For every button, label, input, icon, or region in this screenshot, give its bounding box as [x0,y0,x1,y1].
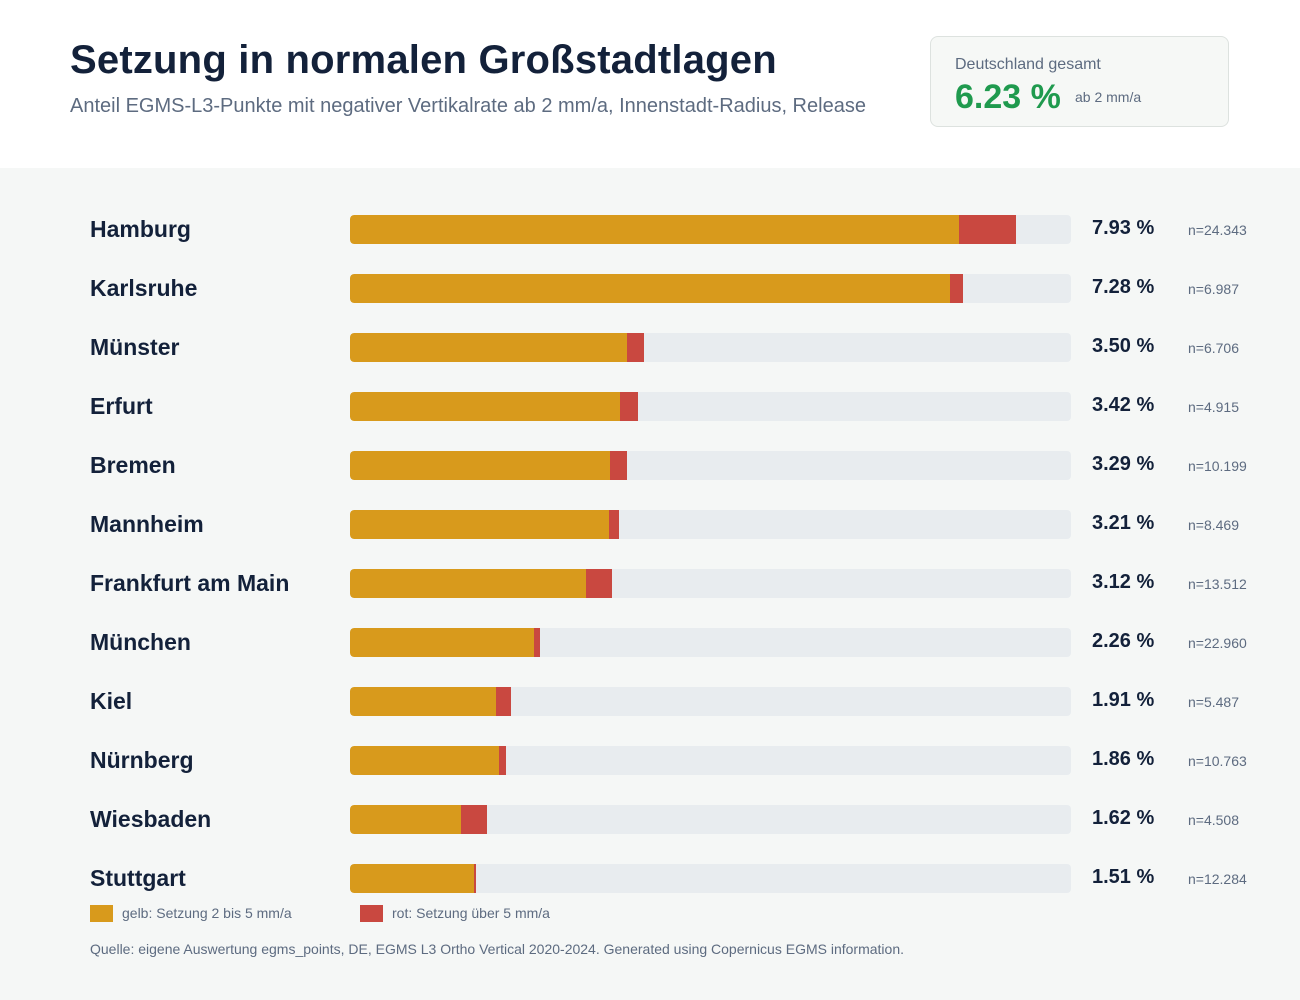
bar-segment-red [498,746,506,775]
bar-segment-red [627,333,645,362]
bar-track [350,510,1071,539]
bar-row: Bremen 3.29 % n=10.199 [0,446,1300,486]
summary-value: 6.23 % [955,78,1061,116]
bar-segment-yellow [350,392,621,421]
category-label: Bremen [90,452,176,478]
category-label: Hamburg [90,216,191,242]
bar-track [350,864,1071,893]
sample-size-label: n=24.343 [1188,222,1247,238]
bar-track [350,687,1071,716]
bar-segment-red [620,392,639,421]
category-label: Nürnberg [90,747,194,773]
sample-size-label: n=4.915 [1188,399,1239,415]
bar-segment-yellow [350,274,950,303]
sample-size-label: n=6.706 [1188,340,1239,356]
bar-track [350,215,1071,244]
category-label: München [90,629,191,655]
total-label: 3.50 % [1092,335,1155,357]
category-label: Mannheim [90,511,204,537]
bar-segment-red [958,215,1017,244]
bar-row: Stuttgart 1.51 % n=12.284 [0,859,1300,899]
total-label: 2.26 % [1092,630,1155,652]
bar-segment-yellow [350,333,628,362]
category-label: Frankfurt am Main [90,570,290,596]
bar-segment-yellow [350,569,587,598]
sample-size-label: n=13.512 [1188,576,1247,592]
bar-track [350,274,1071,303]
chart-title: Setzung in normalen Großstadtlagen [70,38,777,82]
bar-row: Erfurt 3.42 % n=4.915 [0,387,1300,427]
sample-size-label: n=10.763 [1188,753,1247,769]
bar-track [350,805,1071,834]
bar-track [350,569,1071,598]
bar-row: Nürnberg 1.86 % n=10.763 [0,741,1300,781]
bar-segment-red [460,805,488,834]
source-note: Quelle: eigene Auswertung egms_points, D… [90,941,904,957]
total-label: 7.28 % [1092,276,1155,298]
sample-size-label: n=8.469 [1188,517,1239,533]
bar-segment-yellow [350,510,609,539]
total-label: 1.86 % [1092,748,1155,770]
sample-size-label: n=22.960 [1188,635,1247,651]
chart-area: Hamburg 7.93 % n=24.343 Karlsruhe 7.28 % n=6.… [0,168,1300,1000]
category-label: Erfurt [90,393,153,419]
bar-segment-red [949,274,964,303]
bar-segment-yellow [350,687,497,716]
total-label: 7.93 % [1092,217,1155,239]
category-label: Kiel [90,688,133,714]
bar-segment-yellow [350,805,461,834]
bar-segment-red [586,569,612,598]
sample-size-label: n=10.199 [1188,458,1247,474]
bar-track [350,333,1071,362]
summary-label: Deutschland gesamt [955,56,1101,73]
bar-segment-yellow [350,746,499,775]
sample-size-label: n=4.508 [1188,812,1239,828]
legend: gelb: Setzung 2 bis 5 mm/a rot: Setzung … [0,904,1300,924]
bar-track [350,746,1071,775]
legend-label-red: rot: Setzung über 5 mm/a [392,905,550,921]
chart-subtitle: Anteil EGMS-L3-Punkte mit negativer Vert… [70,95,866,117]
bar-segment-red [473,864,476,893]
bar-row: Mannheim 3.21 % n=8.469 [0,505,1300,545]
category-label: Karlsruhe [90,275,198,301]
legend-swatch-red [360,905,383,922]
legend-swatch-yellow [90,905,113,922]
category-label: Münster [90,334,180,360]
bar-track [350,451,1071,480]
bar-segment-red [608,510,620,539]
bar-row: Frankfurt am Main 3.12 % n=13.512 [0,564,1300,604]
bar-row: Münster 3.50 % n=6.706 [0,328,1300,368]
category-label: Stuttgart [90,865,186,891]
bar-row: Hamburg 7.93 % n=24.343 [0,210,1300,250]
total-label: 1.91 % [1092,689,1155,711]
sample-size-label: n=6.987 [1188,281,1239,297]
bar-segment-yellow [350,215,959,244]
bar-segment-red [496,687,511,716]
bar-segment-red [609,451,627,480]
bar-row: Karlsruhe 7.28 % n=6.987 [0,269,1300,309]
bar-row: München 2.26 % n=22.960 [0,623,1300,663]
summary-card: Deutschland gesamt 6.23 % ab 2 mm/a [930,36,1229,127]
summary-unit: ab 2 mm/a [1075,89,1142,105]
total-label: 3.29 % [1092,453,1155,475]
bar-track [350,392,1071,421]
bar-segment-yellow [350,628,534,657]
bar-segment-yellow [350,451,610,480]
category-label: Wiesbaden [90,806,212,832]
sample-size-label: n=12.284 [1188,871,1247,887]
bar-row: Kiel 1.91 % n=5.487 [0,682,1300,722]
total-label: 1.51 % [1092,866,1155,888]
total-label: 3.42 % [1092,394,1155,416]
header: Setzung in normalen Großstadtlagen Antei… [0,0,1300,168]
total-label: 3.21 % [1092,512,1155,534]
bar-track [350,628,1071,657]
total-label: 3.12 % [1092,571,1155,593]
bar-row: Wiesbaden 1.62 % n=4.508 [0,800,1300,840]
bar-segment-yellow [350,864,474,893]
total-label: 1.62 % [1092,807,1155,829]
sample-size-label: n=5.487 [1188,694,1239,710]
bar-segment-red [533,628,540,657]
legend-label-yellow: gelb: Setzung 2 bis 5 mm/a [122,905,292,921]
